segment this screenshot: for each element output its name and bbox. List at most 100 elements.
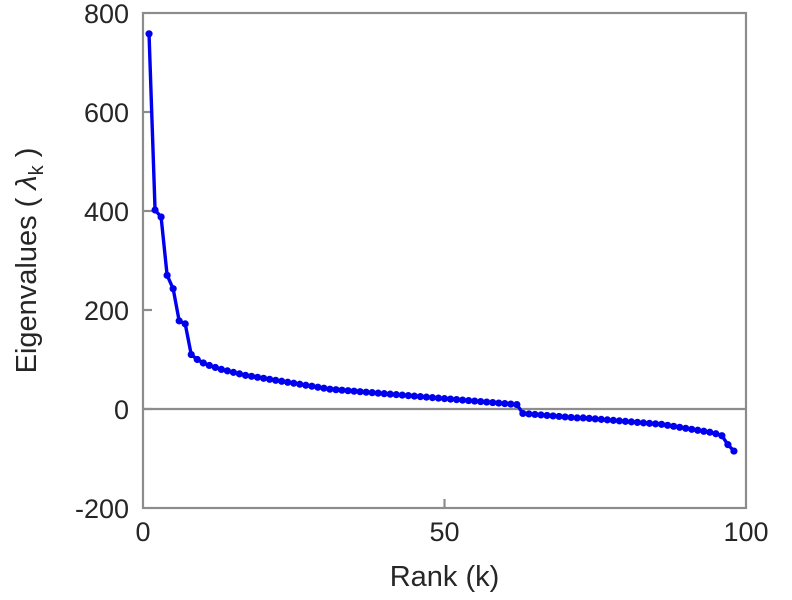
- data-point-marker: [229, 368, 238, 376]
- data-point-marker: [205, 361, 213, 370]
- y-tick-label: 600: [84, 98, 129, 128]
- data-point-marker: [651, 420, 660, 428]
- data-point-marker: [163, 271, 171, 279]
- data-point-marker: [175, 317, 183, 325]
- data-point-marker: [670, 422, 678, 430]
- data-point-marker: [615, 417, 623, 425]
- data-point-marker: [302, 381, 310, 389]
- y-tick-label: 400: [84, 197, 129, 227]
- lambda-symbol: λ: [11, 175, 43, 191]
- data-point-marker: [700, 427, 708, 435]
- data-point-marker: [199, 359, 207, 367]
- data-point-marker: [676, 423, 684, 431]
- data-point-marker: [531, 410, 539, 419]
- y-tick-label: 800: [84, 0, 129, 29]
- y-axis-title-text: Eigenvalues ( λk ): [11, 148, 48, 374]
- data-point-marker: [428, 394, 437, 402]
- y-tick-label: -200: [75, 494, 129, 524]
- data-point-marker: [217, 365, 225, 373]
- y-axis-title: Eigenvalues ( λk ): [11, 148, 48, 374]
- data-point-marker: [247, 372, 256, 380]
- data-point-marker: [386, 390, 394, 398]
- data-point-marker: [398, 391, 406, 399]
- data-point-marker: [549, 412, 557, 420]
- data-point-marker: [730, 447, 738, 455]
- data-point-marker: [525, 410, 533, 418]
- y-tick-labels: -200 0 200 400 600 800: [75, 0, 129, 524]
- data-point-marker: [338, 386, 346, 394]
- data-point-marker: [290, 379, 298, 387]
- data-point-marker: [477, 397, 485, 406]
- data-point-marker: [235, 370, 244, 378]
- y-axis-title-main: Eigenvalues (: [11, 190, 43, 374]
- data-point-marker: [712, 430, 720, 438]
- data-point-marker: [193, 355, 201, 364]
- data-point-marker: [694, 426, 702, 434]
- data-point-marker: [356, 388, 364, 396]
- data-point-marker: [362, 388, 370, 396]
- data-point-marker: [296, 380, 304, 388]
- data-point-marker: [368, 389, 376, 397]
- y-axis-title-close: ): [11, 148, 43, 166]
- data-point-marker: [157, 213, 165, 221]
- data-point-marker: [664, 421, 672, 429]
- data-point-marker: [724, 441, 732, 449]
- data-point-marker: [495, 399, 503, 407]
- data-point-marker: [561, 413, 569, 421]
- data-point-marker: [187, 350, 195, 359]
- data-point-marker: [537, 411, 545, 419]
- data-point-marker: [169, 285, 177, 293]
- data-point-marker: [645, 419, 654, 427]
- data-point-marker: [513, 400, 521, 409]
- data-point-marker: [410, 392, 418, 400]
- data-point-marker: [314, 383, 322, 391]
- data-point-marker: [181, 320, 189, 328]
- data-point-marker: [374, 389, 382, 397]
- data-point-marker: [621, 417, 630, 425]
- data-point-marker: [151, 206, 159, 214]
- data-series: [145, 30, 738, 455]
- data-point-marker: [657, 420, 666, 428]
- data-point-marker: [579, 414, 587, 422]
- data-point-marker: [350, 387, 358, 395]
- data-point-marker: [519, 409, 527, 418]
- data-point-marker: [682, 424, 690, 432]
- data-point-marker: [380, 390, 388, 398]
- data-point-marker: [627, 418, 636, 426]
- data-point-marker: [603, 416, 611, 424]
- data-point-marker: [278, 377, 286, 385]
- data-point-marker: [639, 419, 648, 427]
- x-axis-title: Rank (k): [390, 561, 500, 593]
- data-point-marker: [718, 432, 726, 440]
- data-point-marker: [633, 418, 642, 426]
- data-point-marker: [609, 416, 617, 424]
- y-tick-label: 0: [114, 395, 129, 425]
- data-point-marker: [501, 399, 509, 408]
- data-point-marker: [573, 414, 581, 422]
- data-point-marker: [344, 387, 352, 395]
- lambda-subscript: k: [26, 164, 48, 175]
- x-tick-labels: 0 50 100: [135, 517, 768, 547]
- data-point-marker: [706, 428, 714, 436]
- x-axis-title-text: Rank (k): [390, 561, 500, 593]
- data-point-marker: [404, 392, 412, 400]
- data-point-marker: [416, 393, 424, 401]
- data-point-marker: [440, 395, 449, 403]
- data-point-marker: [585, 414, 593, 422]
- data-point-marker: [272, 376, 280, 384]
- x-tick-label: 50: [429, 517, 459, 547]
- data-point-marker: [241, 371, 250, 379]
- data-point-marker: [434, 394, 443, 402]
- data-point-marker: [543, 411, 551, 420]
- data-point-marker: [688, 425, 696, 433]
- data-point-marker: [260, 374, 268, 382]
- data-point-marker: [446, 395, 455, 403]
- data-point-marker: [320, 384, 328, 392]
- data-point-marker: [145, 30, 153, 38]
- data-point-marker: [507, 400, 515, 408]
- data-point-marker: [555, 412, 563, 421]
- data-point-marker: [458, 396, 467, 404]
